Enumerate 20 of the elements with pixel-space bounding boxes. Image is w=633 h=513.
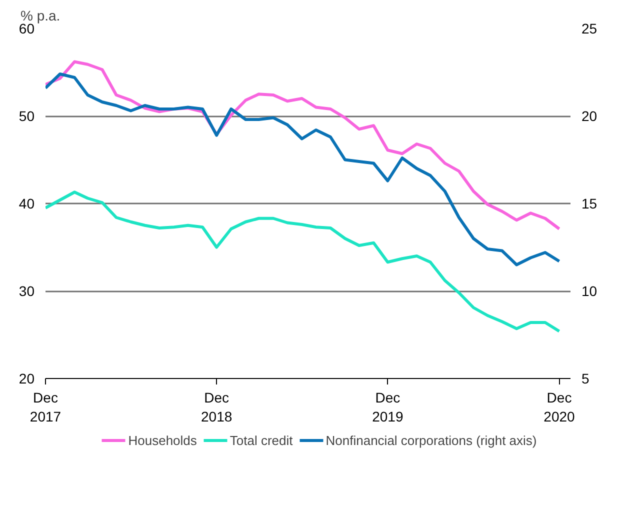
- y2-tick-label: 15: [582, 196, 598, 212]
- y-tick-label: 50: [18, 108, 35, 124]
- y-tick-label: 40: [18, 196, 35, 212]
- x-tick-label: Dec 2019: [372, 390, 404, 425]
- line-series: [46, 72, 561, 266]
- legend-label: Households: [128, 432, 197, 448]
- y-tick-label: 30: [18, 283, 35, 299]
- x-tick-label: Dec 2020: [544, 390, 576, 425]
- x-tick-label: Dec 2018: [201, 390, 232, 425]
- y2-tick-label: 20: [582, 108, 598, 124]
- legend-label: Nonfinancial corporations (right axis): [326, 432, 537, 448]
- y2-tick-label: 25: [582, 20, 598, 36]
- x-tick-label: Dec 2017: [30, 390, 62, 425]
- line-series: [46, 190, 561, 333]
- y-tick-label: 20: [18, 370, 35, 386]
- y2-tick-label: 5: [582, 370, 590, 386]
- legend-label: Total credit: [230, 432, 293, 448]
- y-axis-title: % p.a.: [20, 8, 60, 24]
- y2-tick-label: 10: [582, 283, 598, 299]
- y-tick-label: 60: [18, 20, 35, 36]
